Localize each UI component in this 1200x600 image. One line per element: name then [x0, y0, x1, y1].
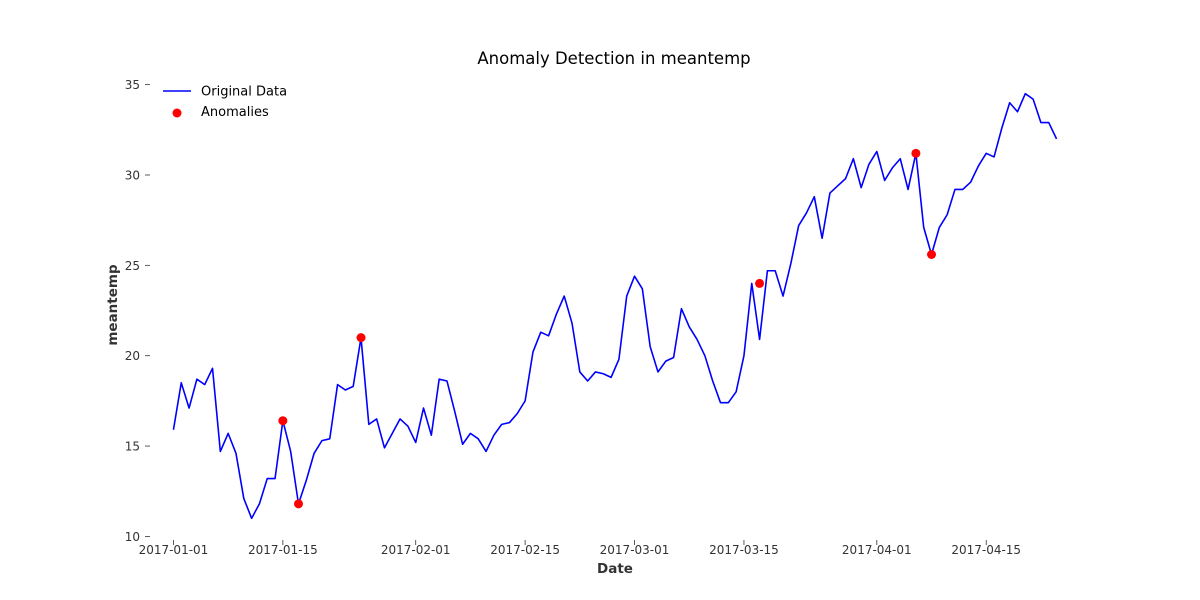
y-axis-label: meantemp — [105, 264, 121, 346]
anomaly-point — [755, 278, 765, 288]
anomaly-point — [293, 499, 303, 509]
y-tick-label: 35 — [125, 78, 140, 92]
chart-title: Anomaly Detection in meantemp — [477, 49, 750, 68]
x-tick-label: 2017-03-01 — [600, 543, 670, 557]
y-tick-label: 25 — [125, 259, 140, 273]
legend-label-anomalies: Anomalies — [201, 105, 269, 120]
x-tick-label: 2017-04-15 — [951, 543, 1021, 557]
x-axis: 2017-01-01 2017-01-15 2017-02-01 2017-02-15… — [139, 540, 1021, 557]
legend: Original Data Anomalies — [163, 85, 287, 120]
anomaly-point — [356, 333, 366, 343]
plot-area — [172, 92, 1058, 520]
x-tick-label: 2017-02-15 — [490, 543, 560, 557]
y-tick-label: 30 — [125, 168, 140, 182]
x-tick-label: 2017-04-01 — [842, 543, 912, 557]
y-tick-label: 20 — [125, 349, 140, 363]
anomaly-point — [911, 148, 921, 158]
y-tick-label: 15 — [125, 440, 140, 454]
x-tick-label: 2017-02-01 — [381, 543, 451, 557]
x-axis-label: Date — [597, 561, 633, 577]
y-axis: 10 15 20 25 30 35 — [125, 78, 150, 544]
anomaly-point — [927, 250, 937, 260]
x-tick-label: 2017-03-15 — [709, 543, 779, 557]
legend-marker-swatch — [172, 108, 182, 118]
anomaly-point — [278, 416, 288, 426]
y-tick-label: 10 — [125, 530, 140, 544]
legend-label-original-data: Original Data — [201, 85, 287, 100]
x-tick-label: 2017-01-15 — [248, 543, 318, 557]
series-line-original-data — [172, 92, 1058, 520]
x-tick-label: 2017-01-01 — [139, 543, 209, 557]
